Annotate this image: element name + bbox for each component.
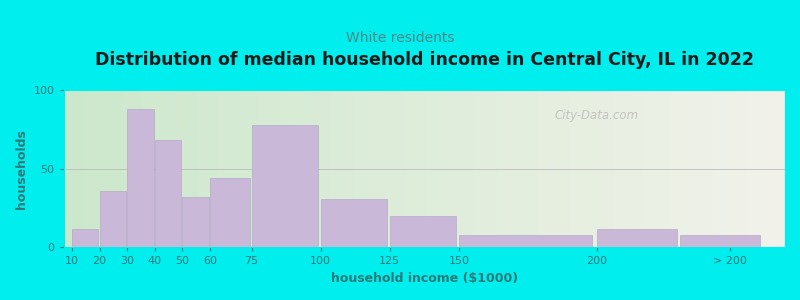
Bar xyxy=(321,199,387,248)
Bar xyxy=(182,197,209,248)
Bar xyxy=(251,124,318,248)
Bar xyxy=(72,229,98,247)
Bar xyxy=(210,178,250,248)
X-axis label: household income ($1000): household income ($1000) xyxy=(330,272,518,285)
Text: City-Data.com: City-Data.com xyxy=(554,109,638,122)
Y-axis label: households: households xyxy=(15,129,28,208)
Text: White residents: White residents xyxy=(346,32,454,46)
Bar xyxy=(459,235,591,247)
Bar xyxy=(99,191,126,248)
Bar xyxy=(597,229,677,247)
Bar xyxy=(154,140,182,248)
Bar xyxy=(680,235,759,247)
Bar xyxy=(390,216,456,248)
Bar xyxy=(127,109,154,248)
Title: Distribution of median household income in Central City, IL in 2022: Distribution of median household income … xyxy=(94,51,754,69)
